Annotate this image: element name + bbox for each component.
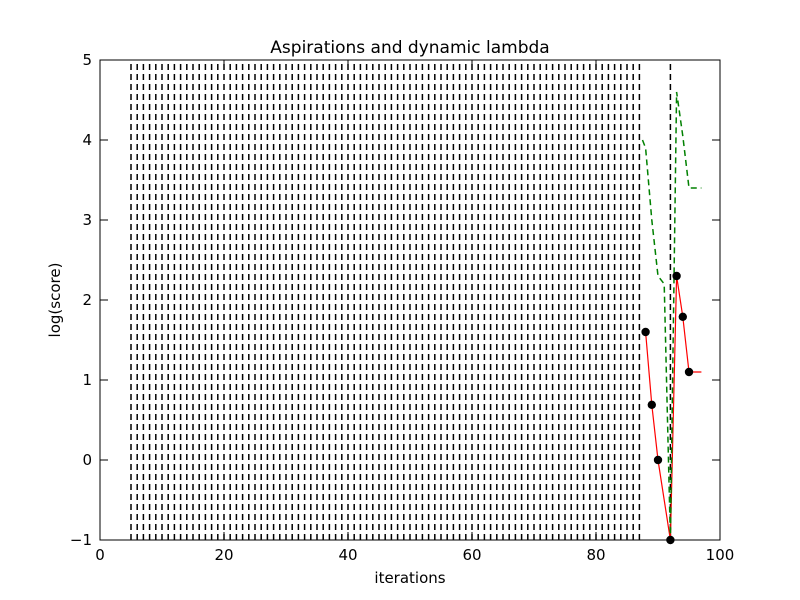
x-tick-label: 60 [462, 546, 481, 564]
score-marker [647, 400, 656, 409]
y-tick-label: 5 [82, 51, 92, 69]
y-tick-label: 2 [82, 291, 92, 309]
plot-frame [99, 59, 721, 541]
x-axis-label: iterations [374, 569, 445, 587]
score-marker [672, 271, 681, 281]
chart-title: Aspirations and dynamic lambda [270, 38, 549, 58]
y-tick-label: 1 [82, 371, 92, 389]
x-tick-label: 100 [706, 546, 735, 564]
x-tick-label: 40 [338, 546, 357, 564]
y-tick-label: 4 [82, 131, 92, 149]
score-marker [641, 327, 650, 337]
x-tick-label: 20 [214, 546, 233, 564]
x-tick-label: 80 [586, 546, 605, 564]
y-tick-label: 0 [82, 451, 92, 469]
x-tick-label: 0 [95, 546, 105, 564]
y-tick-label: −1 [70, 531, 92, 549]
y-tick-label: 3 [82, 211, 92, 229]
score-marker [653, 455, 663, 465]
y-axis-label: log(score) [46, 263, 64, 338]
score-marker [678, 312, 687, 321]
score-marker [684, 367, 694, 377]
